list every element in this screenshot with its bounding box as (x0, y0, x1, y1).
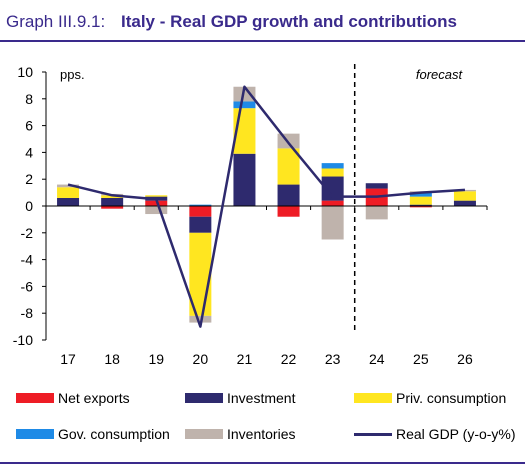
y-tick-label: 10 (17, 64, 33, 80)
title-rule (0, 40, 525, 42)
bar-investment-24 (365, 183, 388, 189)
y-tick-label: -2 (21, 225, 34, 241)
legend-label-inventories: Inventories (227, 426, 296, 442)
bar-net-exports-18 (101, 206, 124, 209)
bar-investment-21 (233, 153, 256, 206)
bar-investment-25 (409, 204, 432, 206)
x-tick-label-18: 18 (104, 351, 120, 367)
x-tick-label-26: 26 (457, 351, 473, 367)
legend-swatch-gov-consumption (16, 429, 54, 439)
bar-inventories-19 (145, 206, 168, 215)
y-tick-label: 6 (25, 118, 33, 134)
y-tick-label: 4 (25, 144, 33, 160)
bar-priv-consumption-25 (409, 196, 432, 205)
bar-inventories-17 (57, 184, 80, 188)
x-tick-label-21: 21 (237, 351, 253, 367)
legend-label-investment: Investment (227, 390, 296, 406)
line-real-gdp (67, 85, 466, 328)
bar-investment-26 (453, 200, 476, 206)
y-tick-label: 8 (25, 91, 33, 107)
bar-inventories-23 (321, 206, 344, 240)
bar-investment-22 (277, 184, 300, 206)
bar-priv-consumption-23 (321, 168, 344, 177)
bottom-rule (0, 462, 525, 464)
bar-priv-consumption-19 (145, 195, 168, 197)
y-tick-label: -6 (21, 278, 34, 294)
x-tick-label-24: 24 (369, 351, 385, 367)
y-tick-label: -10 (13, 332, 33, 348)
bar-net-exports-23 (321, 200, 344, 206)
bar-net-exports-22 (277, 206, 300, 217)
bar-priv-consumption-17 (57, 187, 80, 198)
legend-label-net-exports: Net exports (58, 390, 130, 406)
x-tick-label-17: 17 (60, 351, 76, 367)
bar-inventories-24 (365, 206, 388, 220)
bar-gov-consumption-23 (321, 163, 344, 169)
legend-label-priv-consumption: Priv. consumption (396, 390, 507, 406)
bar-investment-23 (321, 176, 344, 201)
legend-label-real-gdp: Real GDP (y-o-y%) (396, 426, 516, 442)
legend-label-gov-consumption: Gov. consumption (58, 426, 170, 442)
x-tick-label-25: 25 (413, 351, 429, 367)
y-tick-label: 0 (25, 198, 33, 214)
bar-priv-consumption-22 (277, 148, 300, 185)
bar-net-exports-19 (145, 200, 168, 206)
x-tick-label-23: 23 (325, 351, 341, 367)
chart-title: Italy - Real GDP growth and contribution… (121, 12, 457, 31)
chart-header: Graph III.9.1: Italy - Real GDP growth a… (0, 0, 525, 42)
y-axis-unit-label: pps. (60, 67, 85, 82)
bar-gov-consumption-20 (189, 204, 212, 206)
bar-priv-consumption-26 (453, 191, 476, 201)
y-tick-label: -4 (21, 252, 34, 268)
bar-net-exports-25 (409, 206, 432, 208)
graph-number: Graph III.9.1: (6, 12, 106, 31)
bar-investment-17 (57, 197, 80, 206)
bar-inventories-21 (233, 86, 256, 102)
bar-investment-18 (101, 197, 124, 206)
legend-swatch-investment (185, 393, 223, 403)
x-tick-label-20: 20 (193, 351, 209, 367)
bar-net-exports-20 (189, 206, 212, 217)
legend-swatch-priv-consumption (354, 393, 392, 403)
legend-swatch-inventories (185, 429, 223, 439)
y-tick-label: 2 (25, 171, 33, 187)
y-tick-label: -8 (21, 305, 34, 321)
legend-swatch-net-exports (16, 393, 54, 403)
x-tick-label-19: 19 (148, 351, 164, 367)
x-tick-label-22: 22 (281, 351, 297, 367)
bar-priv-consumption-18 (101, 195, 124, 198)
legend-swatch-real-gdp (354, 433, 392, 436)
bar-inventories-20 (189, 315, 212, 323)
bar-gov-consumption-25 (409, 192, 432, 197)
bar-gov-consumption-21 (233, 101, 256, 109)
bar-investment-20 (189, 216, 212, 233)
forecast-annotation: forecast (416, 67, 464, 82)
